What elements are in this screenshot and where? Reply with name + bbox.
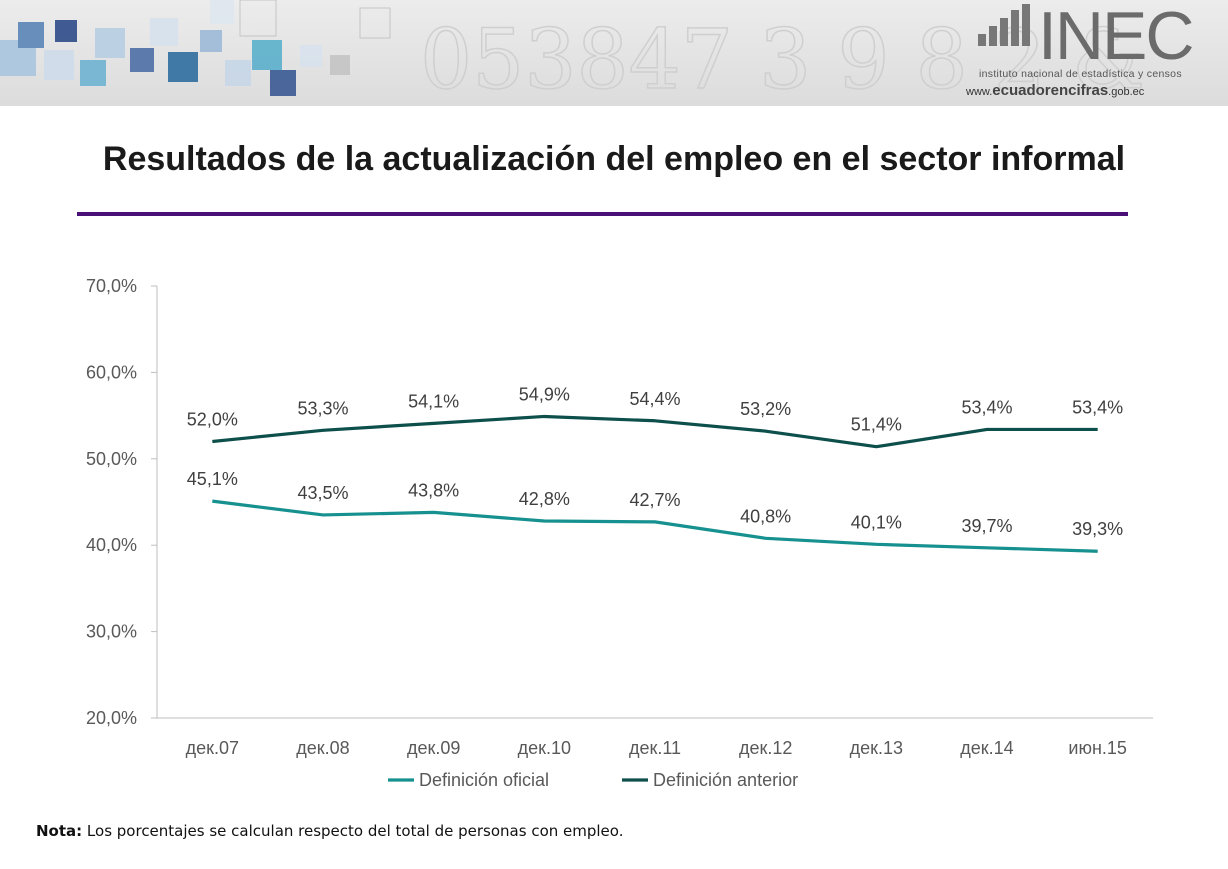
header-banner: 053847 3 9 8 2 & INEC instituto nacional… xyxy=(0,0,1228,106)
logo-bars-icon xyxy=(978,4,1030,46)
data-label: 42,8% xyxy=(519,489,570,509)
x-tick-label: дек.10 xyxy=(518,738,571,758)
data-label: 54,9% xyxy=(519,384,570,404)
y-tick-label: 70,0% xyxy=(86,276,137,296)
data-label: 39,3% xyxy=(1072,519,1123,539)
x-tick-label: дек.08 xyxy=(296,738,349,758)
data-label: 43,8% xyxy=(408,480,459,500)
x-tick-label: дек.14 xyxy=(960,738,1013,758)
data-label: 42,7% xyxy=(629,490,680,510)
data-label: 51,4% xyxy=(851,415,902,435)
logo-subtitle: instituto nacional de estadística y cens… xyxy=(979,68,1182,80)
footnote-text: Los porcentajes se calculan respecto del… xyxy=(82,822,624,840)
y-tick-label: 60,0% xyxy=(86,362,137,382)
data-label: 54,4% xyxy=(629,389,680,409)
data-label: 53,3% xyxy=(297,398,348,418)
data-label: 43,5% xyxy=(297,483,348,503)
inec-logo: INEC instituto nacional de estadística y… xyxy=(966,0,1218,100)
logo-wordmark: INEC xyxy=(1038,0,1194,74)
data-label: 40,8% xyxy=(740,506,791,526)
data-label: 53,4% xyxy=(961,397,1012,417)
data-label: 40,1% xyxy=(851,512,902,532)
legend-label: Definición anterior xyxy=(653,770,798,790)
x-tick-label: дек.13 xyxy=(850,738,903,758)
data-label: 45,1% xyxy=(187,469,238,489)
title-divider xyxy=(77,212,1128,216)
data-label: 54,1% xyxy=(408,391,459,411)
x-tick-label: дек.09 xyxy=(407,738,460,758)
line-chart: 20,0% 30,0% 40,0% 50,0% 60,0% 70,0% дек.07 дек.… xyxy=(86,276,1153,790)
data-label: 39,7% xyxy=(961,516,1012,536)
banner-decoration: 053847 3 9 8 2 & xyxy=(0,0,1146,106)
data-label: 53,2% xyxy=(740,399,791,419)
footnote-label: Nota: xyxy=(36,822,83,840)
legend-label: Definición oficial xyxy=(419,770,549,790)
y-tick-label: 50,0% xyxy=(86,449,137,469)
x-tick-label: июн.15 xyxy=(1068,738,1127,758)
y-tick-label: 40,0% xyxy=(86,535,137,555)
footnote: Nota: Los porcentajes se calculan respec… xyxy=(36,822,623,840)
x-tick-label: дек.07 xyxy=(186,738,239,758)
series-line-anterior xyxy=(212,414,1098,449)
x-tick-label: дек.12 xyxy=(739,738,792,758)
data-label: 52,0% xyxy=(187,410,238,430)
x-tick-label: дек.11 xyxy=(629,738,681,758)
logo-url: www.ecuadorencifras.gob.ec xyxy=(966,82,1145,99)
data-label: 53,4% xyxy=(1072,397,1123,417)
page-title: Resultados de la actualización del emple… xyxy=(102,140,1126,178)
y-tick-label: 30,0% xyxy=(86,622,137,642)
y-tick-label: 20,0% xyxy=(86,708,137,728)
